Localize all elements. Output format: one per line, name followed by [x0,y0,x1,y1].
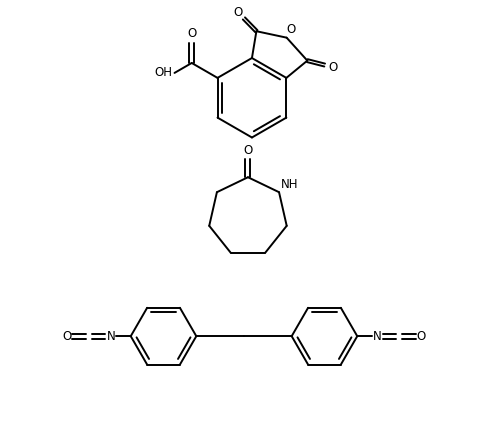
Text: O: O [244,144,253,157]
Text: O: O [187,27,196,40]
Text: O: O [329,61,338,74]
Text: N: N [107,330,115,343]
Text: N: N [373,330,381,343]
Text: O: O [416,330,425,343]
Text: O: O [63,330,72,343]
Text: OH: OH [154,66,172,79]
Text: NH: NH [281,178,298,191]
Text: O: O [233,6,243,19]
Text: O: O [286,23,296,37]
